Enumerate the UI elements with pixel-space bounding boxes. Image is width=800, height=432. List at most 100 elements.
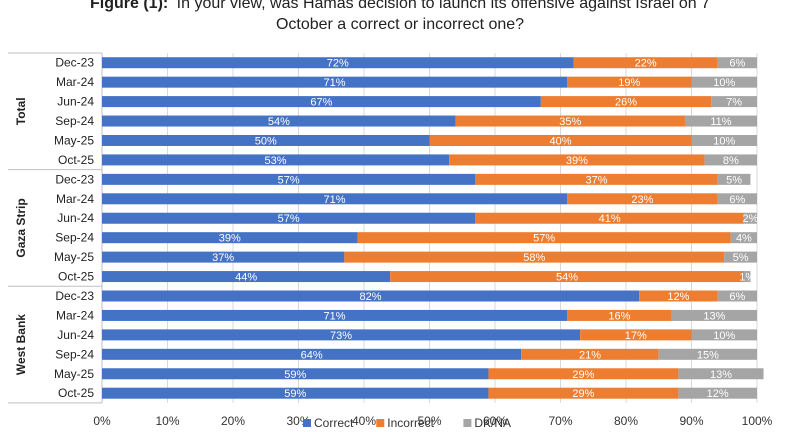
x-tick-label: 40%	[352, 414, 376, 428]
data-label-incorrect: 21%	[579, 349, 601, 361]
bar-segment-incorrect	[455, 115, 685, 127]
bar-segment-correct	[102, 57, 574, 69]
data-label-dkna: 2%	[742, 213, 758, 225]
bar-segment-correct	[102, 134, 430, 146]
bar-segment-dkna	[704, 154, 757, 166]
data-label-dkna: 13%	[710, 369, 732, 381]
legend-label-correct: Correct	[314, 416, 354, 430]
legend-label-dkna: DK/NA	[474, 416, 511, 430]
bar-segment-incorrect	[567, 76, 692, 88]
data-label-dkna: 6%	[729, 194, 745, 206]
bar-segment-correct	[102, 329, 581, 341]
bar-segment-incorrect	[449, 154, 705, 166]
bar-segment-dkna	[691, 134, 757, 146]
bar-segment-dkna	[691, 329, 757, 341]
data-label-correct: 64%	[301, 349, 323, 361]
bar-segment-incorrect	[357, 232, 731, 244]
bar-segment-correct	[102, 212, 476, 224]
data-label-dkna: 10%	[713, 330, 735, 342]
bar-segment-dkna	[684, 115, 757, 127]
category-label: Mar-24	[56, 308, 94, 322]
bar-segment-correct	[102, 251, 345, 263]
data-label-correct: 39%	[219, 233, 241, 245]
data-label-dkna: 1%	[739, 272, 755, 284]
legend: Correct Incorrect DK/NA	[303, 416, 511, 430]
category-label: Oct-25	[58, 153, 94, 167]
data-label-incorrect: 37%	[586, 174, 608, 186]
bar-segment-correct	[102, 309, 568, 321]
data-label-correct: 57%	[278, 174, 300, 186]
bar-segment-correct	[102, 368, 489, 380]
chart-title-line2: October a correct or incorrect one?	[276, 16, 524, 33]
data-label-incorrect: 41%	[599, 213, 621, 225]
bar-segment-correct	[102, 76, 568, 88]
bar-segment-dkna	[691, 76, 757, 88]
data-label-dkna: 8%	[723, 155, 739, 167]
x-tick-label: 80%	[614, 414, 638, 428]
data-label-correct: 37%	[212, 252, 234, 264]
bar-segment-correct	[102, 96, 541, 108]
bar-segment-dkna	[717, 290, 757, 302]
bar-segment-correct	[102, 115, 456, 127]
x-tick-label: 0%	[93, 414, 111, 428]
bar-segment-dkna	[671, 309, 757, 321]
data-label-correct: 67%	[310, 97, 332, 109]
legend-swatch-correct	[303, 419, 311, 427]
data-label-incorrect: 19%	[618, 77, 640, 89]
data-label-dkna: 15%	[697, 349, 719, 361]
data-label-incorrect: 12%	[667, 291, 689, 303]
bar-segment-incorrect	[639, 290, 718, 302]
data-label-correct: 71%	[324, 77, 346, 89]
data-label-incorrect: 23%	[631, 194, 653, 206]
data-label-incorrect: 35%	[559, 116, 581, 128]
x-tick-label: 90%	[679, 414, 703, 428]
bar-segment-dkna	[717, 57, 757, 69]
x-tick-label: 70%	[548, 414, 572, 428]
category-label: Mar-24	[56, 192, 94, 206]
data-label-dkna: 13%	[703, 310, 725, 322]
data-label-dkna: 4%	[736, 233, 752, 245]
group-label: Total	[14, 97, 28, 125]
bar-segment-dkna	[711, 96, 757, 108]
bar-segment-incorrect	[521, 348, 659, 360]
bar-segment-incorrect	[580, 329, 692, 341]
data-label-correct: 57%	[278, 213, 300, 225]
data-label-incorrect: 29%	[572, 388, 594, 400]
x-tick-label: 10%	[155, 414, 179, 428]
bar-segment-incorrect	[488, 368, 679, 380]
bar-segment-correct	[102, 154, 450, 166]
x-tick-label: 20%	[221, 414, 245, 428]
data-label-dkna: 10%	[713, 77, 735, 89]
data-label-incorrect: 29%	[572, 369, 594, 381]
bar-segment-dkna	[717, 173, 751, 185]
x-tick-label: 100%	[742, 414, 773, 428]
bar-segment-incorrect	[573, 57, 718, 69]
data-label-correct: 44%	[235, 272, 257, 284]
data-label-incorrect: 26%	[615, 97, 637, 109]
group-label: Gaza Strip	[14, 198, 28, 257]
category-label: Dec-23	[55, 56, 94, 70]
category-label: Jun-24	[57, 211, 94, 225]
bar-segment-dkna	[717, 193, 757, 205]
data-label-dkna: 11%	[710, 116, 731, 128]
category-label: Sep-24	[55, 347, 94, 361]
data-label-correct: 59%	[284, 388, 306, 400]
data-label-dkna: 5%	[726, 174, 742, 186]
data-label-correct: 71%	[324, 194, 346, 206]
data-label-incorrect: 16%	[608, 310, 630, 322]
bar-segment-correct	[102, 271, 391, 283]
bar-segment-incorrect	[390, 271, 744, 283]
x-tick-label: 50%	[417, 414, 441, 428]
category-label: May-25	[54, 367, 94, 381]
group-label: West Bank	[14, 314, 28, 375]
data-label-incorrect: 22%	[635, 58, 657, 70]
bar-segment-dkna	[743, 212, 757, 224]
data-label-incorrect: 54%	[556, 272, 578, 284]
category-label: May-25	[54, 250, 94, 264]
legend-swatch-dkna	[463, 419, 472, 427]
bar-segment-correct	[102, 232, 358, 244]
chart-title-line1: Figure (1): In your view, was Hamas deci…	[90, 0, 710, 12]
bar-segment-incorrect	[344, 251, 725, 263]
category-label: Oct-25	[58, 270, 94, 284]
